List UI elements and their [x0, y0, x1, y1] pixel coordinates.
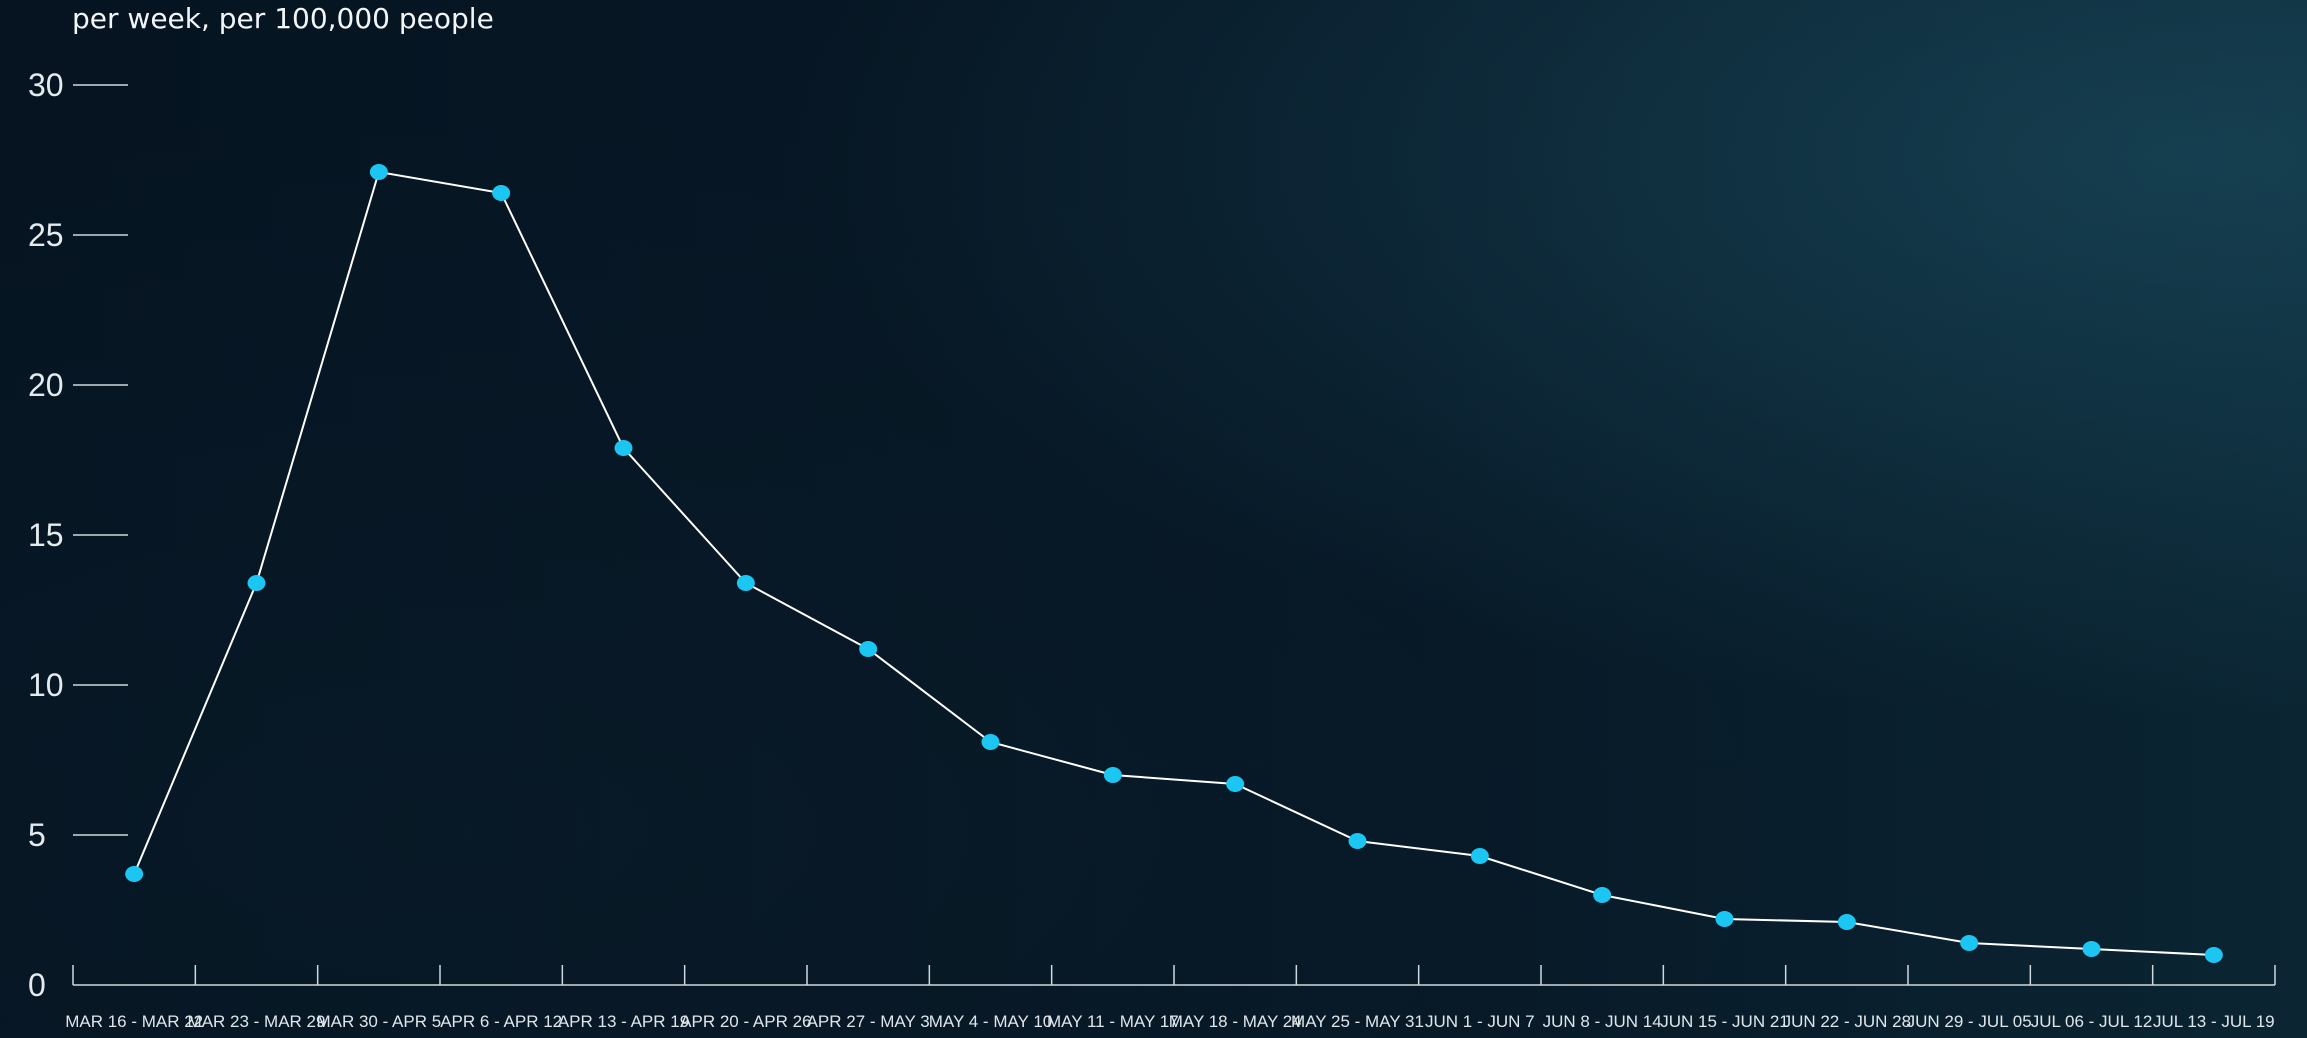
- x-tick-label: MAR 30 - APR 5: [316, 1012, 441, 1031]
- x-tick-label: APR 27 - MAY 3: [807, 1012, 930, 1031]
- data-point: [492, 185, 511, 201]
- y-tick-label: 5: [28, 817, 46, 853]
- data-point: [2082, 941, 2101, 957]
- x-tick-label: JUN 22 - JUN 28: [1783, 1012, 1911, 1031]
- data-point: [2204, 947, 2223, 963]
- data-point: [1715, 911, 1734, 927]
- x-tick-label: MAY 11 - MAY 17: [1047, 1012, 1179, 1031]
- series-line: [133, 170, 2214, 956]
- x-tick-label: JUN 29 - JUL 05: [1907, 1012, 2032, 1031]
- y-tick-label: 25: [28, 217, 64, 253]
- y-tick-label: 10: [28, 667, 64, 703]
- x-tick-label: MAR 16 - MAR 22: [65, 1012, 203, 1031]
- x-tick-label: MAR 23 - MAR 29: [188, 1012, 326, 1031]
- data-point: [247, 575, 266, 591]
- y-axis: 0 5 10 15 20 25 30: [28, 67, 128, 1003]
- x-tick-label: JUL 13 - JUL 19: [2153, 1012, 2275, 1031]
- data-point: [1593, 887, 1612, 903]
- data-point: [125, 866, 144, 882]
- x-tick-label: MAY 18 - MAY 24: [1169, 1012, 1302, 1031]
- x-tick-label: JUN 15 - JUN 21: [1660, 1012, 1788, 1031]
- x-tick-label: APR 13 - APR 19: [558, 1012, 689, 1031]
- y-tick-label: 30: [28, 67, 64, 103]
- chart-subtitle: per week, per 100,000 people: [72, 2, 494, 35]
- data-point: [1348, 833, 1367, 849]
- data-point: [981, 734, 1000, 750]
- x-tick-label: APR 20 - APR 26: [680, 1012, 811, 1031]
- data-point: [736, 575, 755, 591]
- x-tick-label: JUN 1 - JUN 7: [1425, 1012, 1535, 1031]
- data-point: [1103, 767, 1122, 783]
- data-point: [859, 641, 878, 657]
- y-tick-label: 20: [28, 367, 64, 403]
- data-point: [614, 440, 633, 456]
- x-tick-label: MAY 4 - MAY 10: [929, 1012, 1052, 1031]
- y-tick-label: 15: [28, 517, 64, 553]
- y-tick-label: 0: [28, 967, 46, 1003]
- data-point: [1226, 776, 1245, 792]
- data-point: [369, 164, 388, 180]
- series-rate: [125, 164, 2223, 963]
- x-tick-label: APR 6 - APR 12: [440, 1012, 562, 1031]
- x-tick-label: JUN 8 - JUN 14: [1543, 1012, 1662, 1031]
- x-tick-label: MAY 25 - MAY 31: [1291, 1012, 1424, 1031]
- data-point: [1960, 935, 1979, 951]
- data-point: [1837, 914, 1856, 930]
- x-tick-label: JUL 06 - JUL 12: [2031, 1012, 2153, 1031]
- data-point: [1470, 848, 1489, 864]
